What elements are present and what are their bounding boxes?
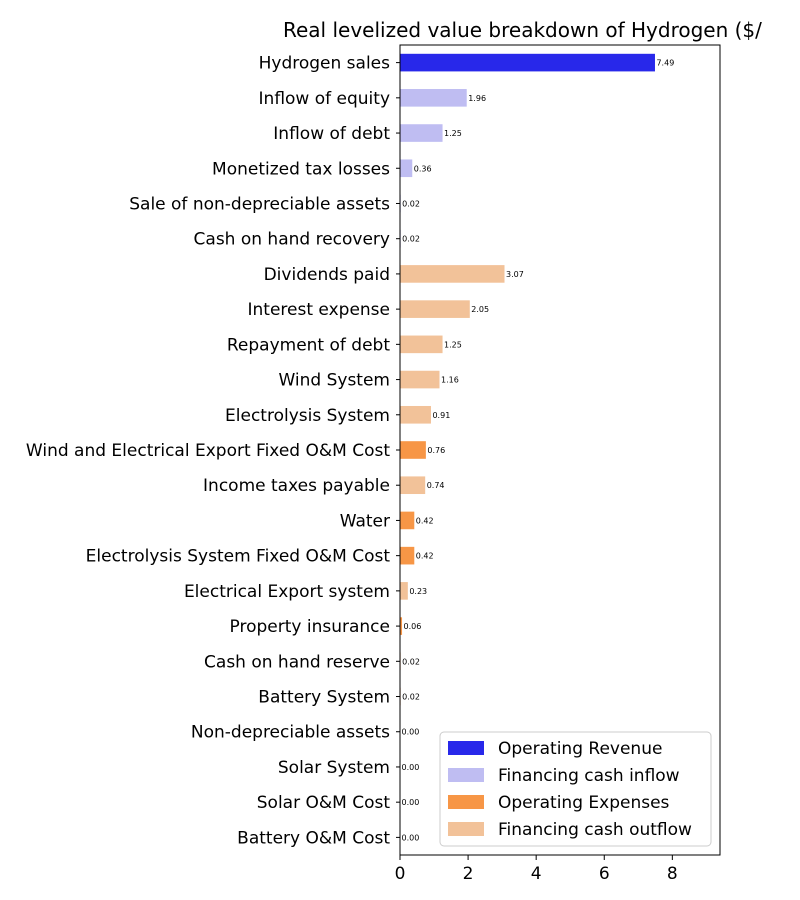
bar	[400, 511, 415, 530]
chart-title: Real levelized value breakdown of Hydrog…	[283, 18, 762, 42]
legend-label: Operating Revenue	[498, 739, 662, 759]
y-tick-label: Inflow of debt	[273, 124, 390, 144]
bar	[400, 89, 467, 107]
bar-value-label: 0.42	[416, 552, 434, 561]
bar	[400, 300, 470, 318]
plot-area: 7.49 Hydrogen sales 1.96 Inflow of equity 1.…	[26, 44, 721, 884]
y-tick-label: Solar O&M Cost	[257, 793, 391, 813]
bar	[400, 159, 413, 178]
y-tick-label: Cash on hand recovery	[194, 230, 390, 250]
legend-label: Operating Expenses	[498, 793, 670, 813]
bar-value-label: 0.00	[402, 798, 420, 807]
y-tick-label: Wind and Electrical Export Fixed O&M Cos…	[26, 441, 390, 461]
legend-label: Financing cash outflow	[498, 820, 692, 840]
bar	[400, 370, 440, 389]
bar-value-label: 1.25	[444, 129, 462, 138]
bar-value-label: 7.49	[656, 59, 674, 68]
bar	[400, 476, 426, 495]
bar-value-label: 0.74	[427, 481, 445, 490]
y-tick-label: Hydrogen sales	[259, 54, 391, 74]
legend: Operating Revenue Financing cash inflow Op…	[439, 731, 712, 847]
legend-swatch	[448, 768, 484, 782]
y-tick-label: Water	[340, 511, 390, 531]
y-tick-label: Battery O&M Cost	[237, 828, 390, 848]
bar-value-label: 0.00	[402, 833, 420, 842]
bar-value-label: 1.96	[468, 94, 486, 103]
y-tick-label: Interest expense	[248, 300, 390, 320]
bar-value-label: 0.42	[416, 516, 434, 525]
y-tick-label: Electrolysis System Fixed O&M Cost	[86, 547, 391, 567]
y-tick-label: Non-depreciable assets	[191, 723, 390, 743]
bar-value-label: 0.02	[402, 657, 420, 666]
bar	[400, 617, 403, 635]
x-tick-label: 0	[395, 864, 406, 884]
y-tick-label: Sale of non-depreciable assets	[129, 194, 390, 214]
x-tick-label: 6	[599, 864, 610, 884]
bar-value-label: 0.36	[414, 164, 432, 173]
bar	[400, 405, 431, 424]
y-tick-label: Inflow of equity	[259, 89, 390, 109]
x-tick-label: 8	[667, 864, 678, 884]
bar-value-label: 1.25	[444, 340, 462, 349]
y-tick-label: Battery System	[258, 688, 390, 708]
y-tick-label: Dividends paid	[264, 265, 390, 285]
legend-frame	[439, 731, 712, 847]
x-tick-label: 2	[463, 864, 474, 884]
bar-value-label: 0.76	[427, 446, 445, 455]
bar	[400, 265, 505, 283]
legend-swatch	[448, 822, 484, 836]
bar	[400, 335, 443, 354]
y-tick-label: Income taxes payable	[203, 476, 390, 496]
x-tick-label: 4	[531, 864, 542, 884]
bar-value-label: 0.06	[404, 622, 422, 631]
bar-value-label: 2.05	[471, 305, 489, 314]
bar-value-label: 0.91	[432, 411, 450, 420]
bar-value-label: 3.07	[506, 270, 524, 279]
y-tick-label: Wind System	[278, 371, 390, 391]
y-tick-label: Solar System	[278, 758, 390, 778]
bar-value-label: 0.00	[402, 728, 420, 737]
y-tick-label: Property insurance	[230, 617, 390, 637]
bar-value-label: 0.02	[402, 199, 420, 208]
bar-value-label: 0.00	[402, 763, 420, 772]
bar	[400, 53, 655, 72]
bar-value-label: 1.16	[441, 376, 459, 385]
legend-swatch	[448, 795, 484, 809]
y-tick-label: Cash on hand reserve	[204, 652, 390, 672]
bar	[400, 582, 408, 600]
bar	[400, 546, 415, 565]
legend-swatch	[448, 741, 484, 755]
y-tick-label: Electrolysis System	[225, 406, 390, 426]
y-tick-label: Repayment of debt	[227, 335, 390, 355]
legend-label: Financing cash inflow	[498, 766, 680, 786]
plot-frame	[399, 44, 721, 856]
y-tick-label: Electrical Export system	[184, 582, 390, 602]
bar	[400, 124, 443, 142]
bar-value-label: 0.02	[402, 235, 420, 244]
bar-value-label: 0.23	[409, 587, 427, 596]
bar	[400, 441, 426, 459]
bar-value-label: 0.02	[402, 693, 420, 702]
y-tick-label: Monetized tax losses	[212, 159, 390, 179]
